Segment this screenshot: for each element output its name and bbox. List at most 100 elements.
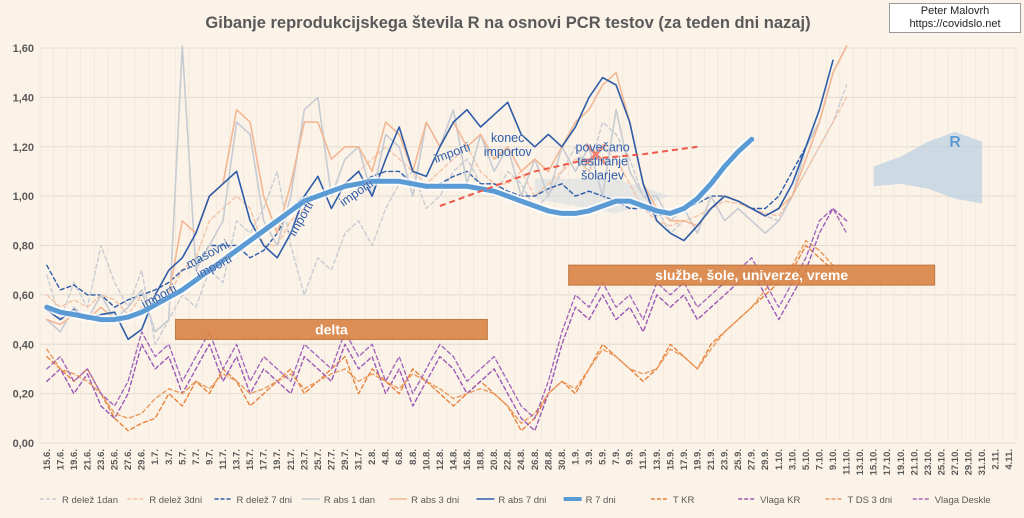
- x-tick-label: 14.8.: [448, 449, 459, 470]
- x-tick-label: 30.8.: [557, 449, 568, 470]
- y-tick-label: 1,20: [13, 142, 34, 154]
- services-period-bar: [568, 264, 936, 286]
- x-tick-label: 9.7.: [204, 449, 215, 465]
- x-tick-label: 25.10.: [936, 449, 947, 475]
- x-tick-label: 29.10.: [964, 449, 975, 475]
- x-tick-label: 16.8.: [462, 449, 473, 470]
- x-tick-label: 31.7.: [354, 449, 365, 470]
- x-tick-label: 7.9.: [611, 449, 622, 465]
- y-tick-label: 0,20: [13, 389, 34, 401]
- annotation-text: importov: [484, 145, 533, 159]
- x-tick-label: 21.10.: [909, 449, 920, 475]
- y-tick-label: 0,40: [13, 339, 34, 351]
- x-tick-label: 10.8.: [421, 449, 432, 470]
- x-tick-label: 27.7.: [326, 449, 337, 470]
- x-tick-label: 29.9.: [760, 449, 771, 470]
- x-tick-label: 17.6.: [55, 449, 66, 470]
- cross-mark: [584, 143, 607, 166]
- annotation-text: testiranje: [577, 155, 628, 169]
- x-tick-label: 21.9.: [706, 449, 717, 470]
- x-tick-label: 7.7.: [191, 449, 202, 465]
- y-tick-label: 0,60: [13, 290, 34, 302]
- x-tick-label: 2.11.: [991, 449, 1002, 470]
- series-line-vlaga-kr: [46, 207, 848, 432]
- legend-label: R abs 3 dni: [411, 495, 459, 506]
- x-tick-label: 2.8.: [367, 449, 378, 465]
- x-tick-label: 20.8.: [489, 449, 500, 470]
- x-tick-label: 19.6.: [69, 449, 80, 470]
- series-line-r-abs-7-dni: [45, 59, 834, 341]
- x-tick-label: 1.7.: [150, 449, 161, 465]
- x-tick-label: 1.9.: [570, 449, 581, 465]
- x-tick-label: 27.10.: [950, 449, 961, 475]
- x-tick-label: 3.9.: [584, 449, 595, 465]
- annotation-text: R: [949, 134, 961, 151]
- x-tick-label: 9.10.: [828, 449, 839, 470]
- legend: R delež 1dan R delež 3dni R delež 7 dni R a…: [40, 495, 991, 506]
- author-credit: Peter Malovrh https://covidslo.net: [889, 3, 1021, 33]
- y-axis: 0,00 0,20 0,40 0,60 0,80 1,00 1,20 1,40 1,60: [13, 43, 34, 450]
- series-line-r-7-dni: [44, 136, 755, 323]
- x-tick-label: 25.6.: [110, 449, 121, 470]
- x-tick-label: 21.7.: [286, 449, 297, 470]
- x-tick-label: 11.10.: [842, 449, 853, 475]
- x-tick-label: 1.10.: [774, 449, 785, 470]
- x-tick-label: 29.7.: [340, 449, 351, 470]
- legend-label: R delež 1dan: [62, 495, 118, 506]
- x-tick-label: 26.8.: [530, 449, 541, 470]
- x-tick-label: 4.11.: [1004, 449, 1015, 470]
- legend-label: R abs 1 dan: [324, 495, 375, 506]
- y-tick-label: 0,80: [13, 241, 34, 253]
- legend-label: R delež 3dni: [149, 495, 202, 506]
- annotation-text: konec: [491, 131, 524, 145]
- grid-lines: [39, 47, 1017, 444]
- x-tick-label: 17.10.: [882, 449, 893, 475]
- x-tick-label: 9.9.: [625, 449, 636, 465]
- x-tick-label: 5.9.: [598, 449, 609, 465]
- series-line-t-kr: [46, 244, 834, 432]
- x-tick-label: 15.6.: [42, 449, 53, 470]
- x-tick-label: 29.6.: [137, 449, 148, 470]
- y-tick-label: 1,60: [13, 43, 34, 55]
- x-tick-label: 13.10.: [855, 449, 866, 475]
- x-tick-label: 15.10.: [869, 449, 880, 475]
- y-tick-label: 1,40: [13, 92, 34, 104]
- x-tick-label: 11.7.: [218, 449, 229, 470]
- annotation-text: importi: [285, 199, 316, 238]
- x-tick-label: 28.8.: [543, 449, 554, 470]
- series-line-vlaga-deskle: [46, 207, 848, 419]
- series-line-r-abs-1-dan: [45, 45, 848, 333]
- legend-label: R delež 7 dni: [237, 495, 292, 506]
- x-tick-label: 23.7.: [299, 449, 310, 470]
- x-tick-label: 17.7.: [259, 449, 270, 470]
- x-tick-label: 23.9.: [720, 449, 731, 470]
- chart-title: Gibanje reprodukcijskega števila R na os…: [205, 14, 810, 32]
- annotation-text: šolarjev: [581, 169, 625, 183]
- x-tick-label: 15.7.: [245, 449, 256, 470]
- x-tick-label: 23.6.: [96, 449, 107, 470]
- x-tick-label: 17.9.: [679, 449, 690, 470]
- x-tick-label: 18.8.: [476, 449, 487, 470]
- y-tick-label: 0,00: [13, 438, 34, 450]
- author-site[interactable]: https://covidslo.net: [909, 18, 1001, 30]
- x-tick-label: 11.9.: [638, 449, 649, 470]
- author-name: Peter Malovrh: [920, 5, 990, 17]
- x-tick-label: 23.10.: [923, 449, 934, 475]
- legend-label: Vlaga KR: [760, 495, 800, 506]
- x-tick-label: 27.6.: [123, 449, 134, 470]
- x-tick-label: 25.9.: [733, 449, 744, 470]
- bar-label: službe, šole, univerze, vreme: [655, 267, 848, 283]
- x-tick-label: 5.7.: [177, 449, 188, 465]
- series-line-t-ds-3-dni: [46, 239, 834, 424]
- x-tick-label: 8.8.: [408, 449, 419, 465]
- x-tick-label: 5.10.: [801, 449, 812, 470]
- x-tick-label: 19.7.: [272, 449, 283, 470]
- x-tick-label: 21.6.: [82, 449, 93, 470]
- legend-label: T KR: [673, 495, 695, 506]
- legend-label: R abs 7 dni: [498, 495, 546, 506]
- x-tick-label: 22.8.: [503, 449, 514, 470]
- x-tick-label: 27.9.: [747, 449, 758, 470]
- delta-period-bar: [175, 318, 488, 340]
